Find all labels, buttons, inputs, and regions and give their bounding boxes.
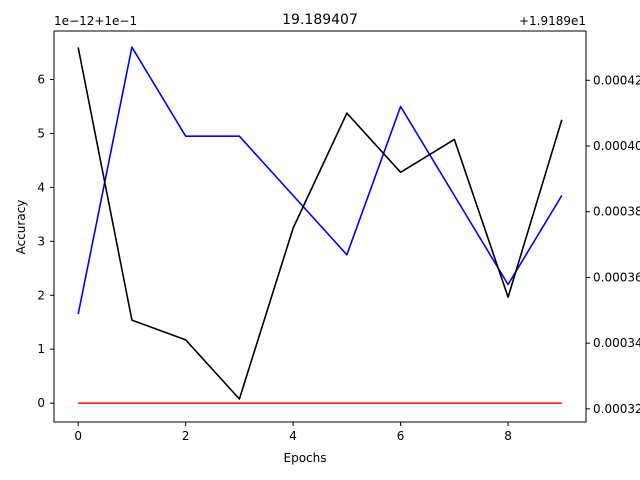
left-tick-label: 6 (37, 73, 45, 87)
right-tick-label: 0.00036 (593, 270, 640, 284)
left-tick-label: 1 (37, 342, 45, 356)
chart-title: 19.189407 (282, 12, 358, 28)
right-tick-label: 0.00032 (593, 402, 640, 416)
right-tick-label: 0.00034 (593, 336, 640, 350)
x-tick-label: 6 (397, 429, 405, 443)
left-tick-label: 0 (37, 396, 45, 410)
right-axis-offset-text: +1.9189e1 (519, 14, 586, 28)
x-tick-label: 2 (182, 429, 190, 443)
series-layer (77, 46, 563, 404)
right-tick-label: 0.00042 (593, 73, 640, 87)
x-tick-label: 4 (289, 429, 297, 443)
series-line-blue (77, 46, 563, 315)
x-tick-label: 0 (74, 429, 82, 443)
left-tick-label: 4 (37, 180, 45, 194)
ticks-layer: 0 2 4 6 8 0 1 2 3 4 5 6 0.00032 0.00034 0.00036 0.00038… (37, 73, 640, 443)
left-tick-label: 3 (37, 234, 45, 248)
right-tick-label: 0.00038 (593, 205, 640, 219)
left-axis-offset-text: 1e−12+1e−1 (54, 14, 137, 28)
plot-frame (53, 30, 587, 423)
right-tick-label: 0.00040 (593, 139, 640, 153)
x-axis-label: Epochs (284, 451, 327, 465)
y-axis-label: Accuracy (14, 200, 28, 255)
left-tick-label: 2 (37, 288, 45, 302)
x-tick-label: 8 (504, 429, 512, 443)
series-line-black (77, 47, 563, 400)
left-tick-label: 5 (37, 126, 45, 140)
